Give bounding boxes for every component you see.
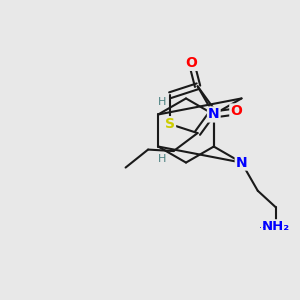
Text: N: N bbox=[236, 156, 248, 170]
Text: ··: ·· bbox=[259, 223, 265, 233]
Text: O: O bbox=[186, 56, 197, 70]
Text: N: N bbox=[208, 107, 220, 122]
Text: NH₂: NH₂ bbox=[262, 220, 290, 233]
Text: S: S bbox=[165, 117, 175, 131]
Text: H: H bbox=[158, 97, 166, 107]
Text: O: O bbox=[230, 104, 242, 118]
Text: H: H bbox=[158, 154, 166, 164]
